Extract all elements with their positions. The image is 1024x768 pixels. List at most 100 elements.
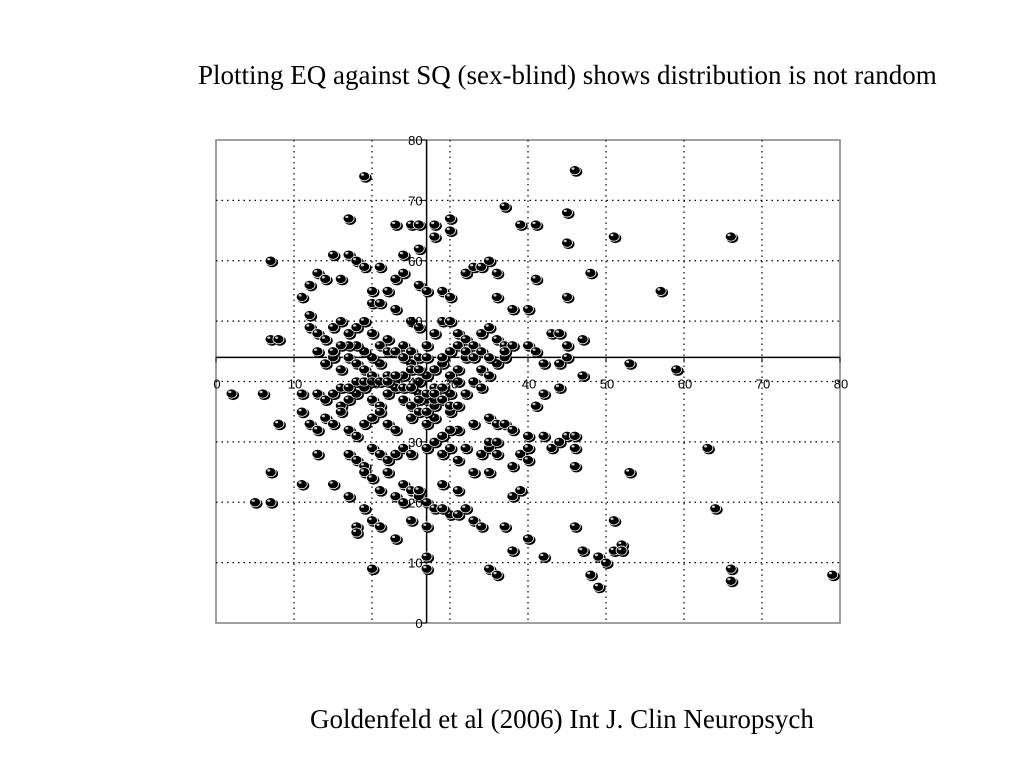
data-point-highlight [587,270,591,273]
data-point-highlight [477,330,481,333]
data-point [537,430,552,443]
data-point [553,436,567,449]
data-point [483,370,497,382]
data-point-marker [420,551,433,562]
data-point-highlight [360,469,364,472]
data-point [381,376,396,388]
data-point [366,328,380,340]
data-point [561,340,575,352]
data-point [444,346,458,358]
data-point-highlight [259,390,263,394]
data-point-marker [537,388,550,399]
x-tick-label: 20 [366,376,380,391]
data-point [459,267,474,280]
data-point-highlight [548,445,552,448]
data-point [420,521,435,533]
data-point-highlight [415,396,419,400]
data-point-highlight [353,324,357,327]
data-point-marker [522,454,534,465]
data-point-highlight [384,348,388,351]
data-point [373,261,388,274]
data-point-highlight [509,493,513,496]
data-point-highlight [477,348,481,351]
data-point-highlight [345,330,349,333]
y-tick-label: 20 [408,495,422,510]
data-point [295,388,310,401]
data-point [490,267,505,280]
data-point-highlight [329,390,333,394]
data-point-highlight [399,384,403,388]
data-point [420,551,435,564]
data-point [506,545,520,558]
data-point-marker [506,304,519,315]
data-point-highlight [399,342,403,345]
data-point-highlight [454,378,458,382]
data-point-highlight [423,390,427,394]
data-point-highlight [345,427,349,430]
data-point [405,448,419,461]
data-point-highlight [501,420,505,424]
data-point-highlight [493,439,497,442]
data-point-marker [389,424,402,435]
data-point-highlight [524,457,528,460]
data-point-highlight [431,221,435,225]
data-point [467,418,481,431]
data-point-highlight [532,348,536,351]
data-point-marker [358,503,371,514]
data-point-marker [459,442,472,453]
data-point-marker [412,243,425,254]
data-point-marker [373,406,386,417]
data-point-highlight [423,342,427,345]
data-point-marker [366,473,378,484]
data-point-highlight [454,457,458,460]
data-point [568,430,583,443]
data-point [467,376,481,388]
data-point-marker [334,316,347,327]
data-point [724,231,739,244]
x-tick-label: 10 [288,376,302,391]
data-point [490,448,505,461]
y-tick-label: 0 [415,616,422,631]
data-point [506,304,520,316]
data-point-marker [303,310,316,321]
data-point-highlight [563,354,567,357]
data-point-highlight [345,384,349,388]
data-point-highlight [423,408,427,412]
data-point-highlight [384,378,388,382]
data-point-highlight [501,523,505,526]
data-point-highlight [376,378,380,382]
data-point-highlight [337,384,341,388]
data-point-highlight [321,414,325,418]
data-point [428,219,442,232]
data-point-highlight [524,433,528,436]
data-point [498,201,513,213]
data-point [420,406,435,419]
data-point-marker [592,581,605,592]
data-point [584,267,598,280]
data-point-highlight [618,547,622,551]
data-point-highlight [610,547,614,551]
data-point-highlight [345,451,349,454]
data-points [225,165,840,594]
data-point-highlight [446,227,450,231]
data-point [724,563,739,576]
data-point [389,533,403,545]
data-point-highlight [345,251,349,255]
data-point-highlight [423,523,427,526]
data-point-highlight [384,288,388,291]
data-point-marker [623,358,636,369]
data-point-highlight [392,535,396,539]
data-point-marker [405,515,417,526]
data-point-marker [483,322,495,333]
data-point-highlight [298,408,302,412]
data-point-marker [498,201,511,212]
data-point-highlight [368,396,372,400]
data-point-highlight [431,233,435,237]
data-point-highlight [462,505,466,508]
data-point-marker [264,255,277,266]
data-point [303,418,318,431]
data-point-highlight [540,360,544,363]
data-point [475,382,489,395]
data-point-marker [498,521,511,532]
